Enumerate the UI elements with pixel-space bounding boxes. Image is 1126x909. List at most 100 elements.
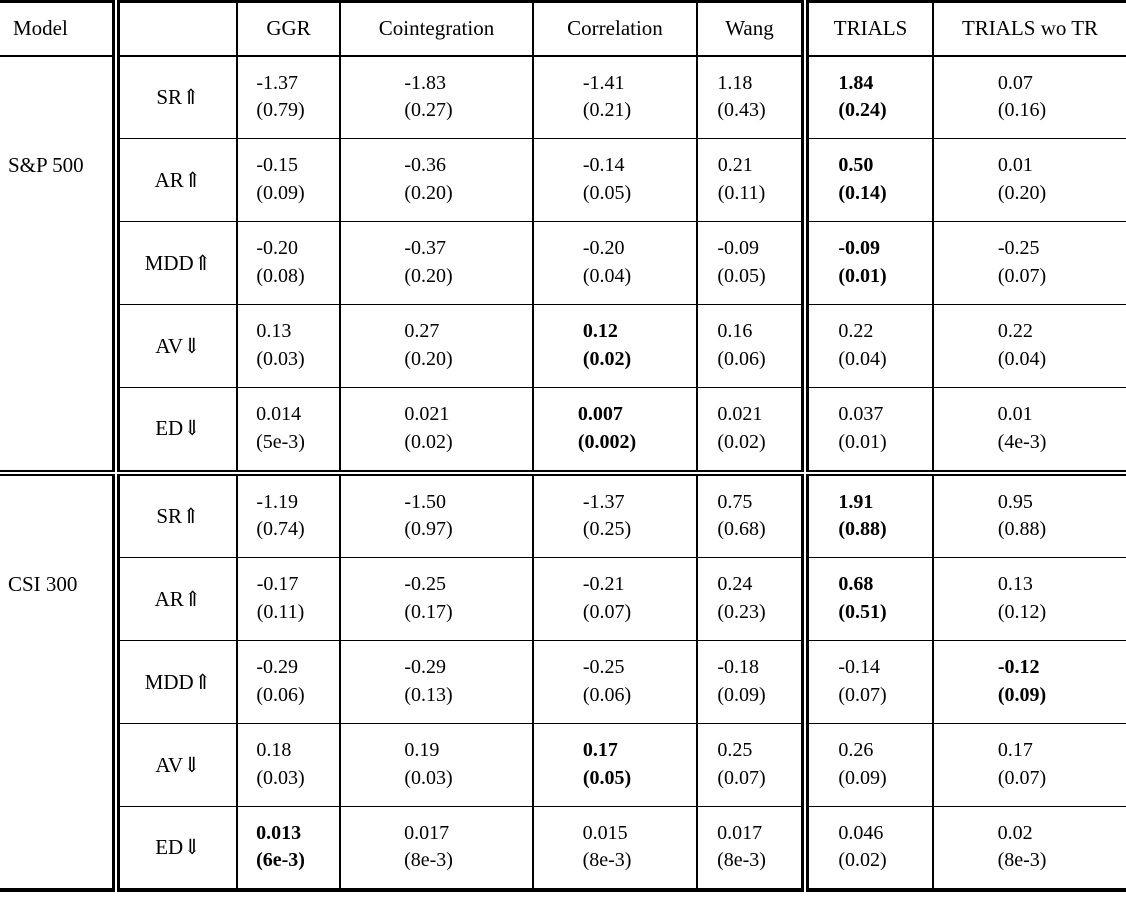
std-value: (8e-3) [997, 849, 1047, 872]
header-row: Model GGR Cointegration Correlation Wang… [0, 1, 1126, 57]
metric-value: 0.17 [582, 739, 618, 762]
metric-value: 0.021 [717, 403, 763, 426]
std-value: (0.05) [582, 767, 632, 789]
metric-value: 0.017 [404, 821, 450, 844]
value-cell: -0.09 (0.05) [696, 221, 805, 305]
value-cell: 0.95 (0.88) [932, 474, 1126, 558]
value-block: 0.02 (8e-3) [998, 820, 1047, 875]
value-cell: -0.25 (0.07) [932, 221, 1126, 305]
value-cell: -0.37 (0.20) [339, 221, 533, 305]
std-value: (0.68) [717, 518, 766, 541]
value-block: -0.29 (0.13) [404, 654, 452, 709]
metric-value: 0.017 [717, 821, 763, 844]
value-block: 0.01 (0.20) [998, 152, 1046, 207]
value-cell: -1.37 (0.79) [236, 55, 340, 139]
value-block: -1.19 (0.74) [256, 489, 304, 544]
block-separator [0, 469, 1126, 476]
metric-value: -0.14 [582, 154, 625, 177]
value-cell: -1.41 (0.21) [532, 55, 697, 139]
value-cell: 0.01 (4e-3) [932, 387, 1126, 471]
std-value: (0.20) [404, 348, 453, 370]
metric-label: AR⇑ [112, 557, 237, 641]
metric-value: 0.19 [404, 739, 440, 762]
value-block: 0.21 (0.11) [718, 152, 766, 207]
header-metric-empty [112, 1, 237, 57]
std-value: (8e-3) [717, 849, 766, 872]
metric-label: SR⇑ [112, 474, 237, 558]
std-value: (0.17) [404, 601, 453, 623]
value-cell: 1.91 (0.88) [801, 474, 933, 558]
std-value: (0.11) [256, 601, 305, 623]
value-block: 0.07 (0.16) [998, 70, 1046, 125]
metric-value: 0.013 [256, 821, 302, 844]
value-block: -1.50 (0.97) [404, 489, 452, 544]
std-value: (0.11) [717, 182, 766, 204]
value-cell: 0.24 (0.23) [696, 557, 805, 641]
value-block: 0.22 (0.04) [998, 318, 1046, 373]
value-cell: -0.15 (0.09) [236, 138, 340, 222]
value-cell: 0.21 (0.11) [696, 138, 805, 222]
std-value: (0.16) [997, 99, 1047, 122]
header-col-cointegration: Cointegration [339, 1, 533, 57]
value-cell: -0.12 (0.09) [932, 640, 1126, 724]
value-block: -0.36 (0.20) [404, 152, 452, 207]
std-value: (0.05) [582, 182, 632, 204]
value-block: 1.84 (0.24) [838, 70, 886, 125]
metric-value: 0.24 [717, 573, 753, 596]
std-value: (0.51) [838, 601, 887, 623]
std-value: (6e-3) [256, 849, 305, 872]
std-value: (0.09) [997, 684, 1047, 706]
value-block: 0.19 (0.03) [404, 737, 452, 792]
metric-label: AR⇑ [112, 138, 237, 222]
value-cell: -0.29 (0.13) [339, 640, 533, 724]
value-cell: -1.50 (0.97) [339, 474, 533, 558]
value-block: 0.12 (0.02) [583, 318, 631, 373]
std-value: (0.06) [582, 684, 632, 706]
metric-value: 0.015 [582, 821, 628, 844]
value-block: 0.17 (0.05) [583, 737, 631, 792]
metric-value: 0.01 [997, 154, 1033, 177]
metric-value: 0.68 [838, 573, 874, 596]
value-block: 0.24 (0.23) [717, 571, 765, 626]
std-value: (0.03) [256, 767, 305, 789]
value-cell: 0.22 (0.04) [932, 304, 1126, 388]
table-row: ED⇓ 0.013 (6e-3) 0.017 (8e-3) 0.015 (8e-3) 0.01… [0, 806, 1126, 890]
metric-value: 0.25 [717, 739, 753, 762]
value-block: 0.16 (0.06) [717, 318, 765, 373]
value-block: -0.14 (0.07) [838, 654, 886, 709]
table-row: AV⇓ 0.13 (0.03) 0.27 (0.20) 0.12 (0.02) 0.16 (0.… [0, 304, 1126, 388]
std-value: (0.04) [582, 265, 632, 287]
metric-value: -0.12 [997, 656, 1040, 679]
metric-value: -0.25 [404, 573, 446, 596]
value-cell: -0.14 (0.07) [801, 640, 933, 724]
value-block: -0.37 (0.20) [404, 235, 452, 290]
std-value: (8e-3) [582, 849, 632, 872]
value-cell: 0.014 (5e-3) [236, 387, 340, 471]
value-cell: 0.13 (0.03) [236, 304, 340, 388]
value-cell: 0.17 (0.05) [532, 723, 697, 807]
value-block: 0.95 (0.88) [998, 489, 1046, 544]
value-cell: 0.27 (0.20) [339, 304, 533, 388]
metric-value: 0.17 [997, 739, 1033, 762]
value-block: -1.37 (0.25) [583, 489, 631, 544]
std-value: (0.79) [256, 99, 305, 122]
std-value: (0.09) [256, 182, 305, 204]
value-cell: -0.29 (0.06) [236, 640, 340, 724]
value-cell: 0.25 (0.07) [696, 723, 805, 807]
metric-value: 0.95 [997, 490, 1033, 513]
value-block: -0.14 (0.05) [583, 152, 631, 207]
std-value: (0.20) [404, 182, 453, 204]
value-block: 0.007 (0.002) [578, 401, 636, 456]
table-row: AR⇑ -0.15 (0.09) -0.36 (0.20) -0.14 (0.05) 0.21… [0, 138, 1126, 222]
value-cell: 0.75 (0.68) [696, 474, 805, 558]
metric-value: -0.09 [717, 237, 759, 260]
value-cell: 0.01 (0.20) [932, 138, 1126, 222]
std-value: (0.20) [997, 182, 1047, 204]
metric-label: AV⇓ [112, 304, 237, 388]
metric-value: -0.36 [404, 154, 446, 177]
value-cell: 1.84 (0.24) [801, 55, 933, 139]
value-block: 0.50 (0.14) [838, 152, 886, 207]
value-cell: 0.017 (8e-3) [696, 806, 805, 890]
std-value: (0.97) [404, 518, 453, 541]
metric-value: -0.25 [582, 656, 625, 679]
